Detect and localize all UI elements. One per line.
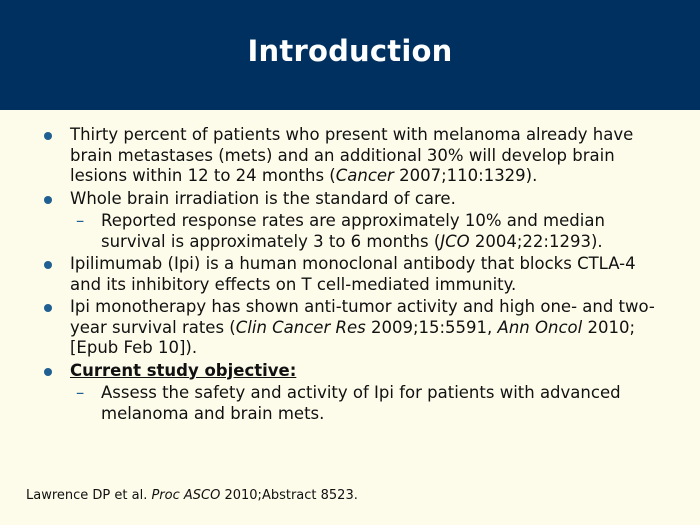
bullet-dot-icon bbox=[44, 304, 52, 312]
bullet-text: Ipilimumab (Ipi) is a human monoclonal a… bbox=[70, 254, 636, 294]
bullet-dot-icon bbox=[44, 195, 52, 204]
citation-footer: Lawrence DP et al. Proc ASCO 2010;Abstra… bbox=[26, 488, 358, 503]
bullet-text: Whole brain irradiation is the standard … bbox=[70, 188, 456, 208]
bullet-item: Thirty percent of patients who present w… bbox=[40, 125, 660, 187]
bullet-item: Whole brain irradiation is the standard … bbox=[40, 189, 660, 210]
bullet-dot-icon bbox=[44, 132, 52, 140]
bullet-item: Current study objective: bbox=[40, 361, 660, 382]
sub-bullet-item: – Assess the safety and activity of Ipi … bbox=[40, 383, 660, 424]
bullet-item: Ipi monotherapy has shown anti-tumor act… bbox=[40, 297, 660, 359]
title-bar: Introduction bbox=[0, 0, 700, 110]
slide-content: Thirty percent of patients who present w… bbox=[40, 125, 660, 426]
bullet-text: Thirty percent of patients who present w… bbox=[70, 125, 634, 185]
dash-icon: – bbox=[76, 211, 85, 230]
bullet-item: Ipilimumab (Ipi) is a human monoclonal a… bbox=[40, 254, 660, 295]
slide-title: Introduction bbox=[247, 34, 453, 68]
objective-heading: Current study objective: bbox=[70, 360, 297, 380]
bullet-text: Ipi monotherapy has shown anti-tumor act… bbox=[70, 297, 655, 357]
sub-bullet-text: Reported response rates are approximatel… bbox=[101, 211, 605, 251]
dash-icon: – bbox=[76, 383, 85, 402]
sub-bullet-item: – Reported response rates are approximat… bbox=[40, 211, 660, 252]
bullet-dot-icon bbox=[44, 367, 52, 376]
bullet-dot-icon bbox=[44, 261, 52, 269]
sub-bullet-text: Assess the safety and activity of Ipi fo… bbox=[101, 383, 621, 423]
